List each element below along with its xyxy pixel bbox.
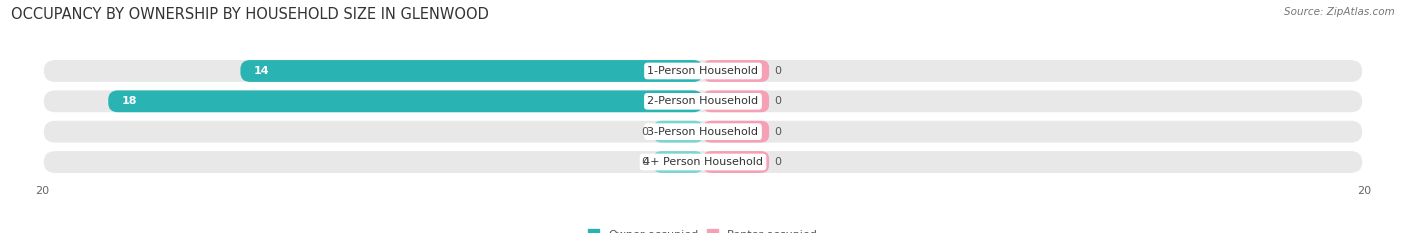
FancyBboxPatch shape <box>703 60 769 82</box>
Text: Source: ZipAtlas.com: Source: ZipAtlas.com <box>1284 7 1395 17</box>
Text: 0: 0 <box>775 66 782 76</box>
Text: 18: 18 <box>121 96 136 106</box>
Text: 3-Person Household: 3-Person Household <box>648 127 758 137</box>
Text: 14: 14 <box>253 66 270 76</box>
Legend: Owner-occupied, Renter-occupied: Owner-occupied, Renter-occupied <box>583 225 823 233</box>
Text: 0: 0 <box>775 157 782 167</box>
Text: 2-Person Household: 2-Person Household <box>647 96 759 106</box>
FancyBboxPatch shape <box>654 151 703 173</box>
FancyBboxPatch shape <box>44 151 1362 173</box>
FancyBboxPatch shape <box>44 121 1362 143</box>
FancyBboxPatch shape <box>654 121 703 143</box>
Text: 0: 0 <box>641 157 648 167</box>
FancyBboxPatch shape <box>703 151 769 173</box>
FancyBboxPatch shape <box>44 60 1362 82</box>
Text: 0: 0 <box>775 127 782 137</box>
FancyBboxPatch shape <box>108 90 703 112</box>
Text: 1-Person Household: 1-Person Household <box>648 66 758 76</box>
Text: 4+ Person Household: 4+ Person Household <box>643 157 763 167</box>
Text: OCCUPANCY BY OWNERSHIP BY HOUSEHOLD SIZE IN GLENWOOD: OCCUPANCY BY OWNERSHIP BY HOUSEHOLD SIZE… <box>11 7 489 22</box>
FancyBboxPatch shape <box>240 60 703 82</box>
FancyBboxPatch shape <box>703 90 769 112</box>
Text: 0: 0 <box>775 96 782 106</box>
Text: 0: 0 <box>641 127 648 137</box>
FancyBboxPatch shape <box>703 121 769 143</box>
FancyBboxPatch shape <box>44 90 1362 112</box>
